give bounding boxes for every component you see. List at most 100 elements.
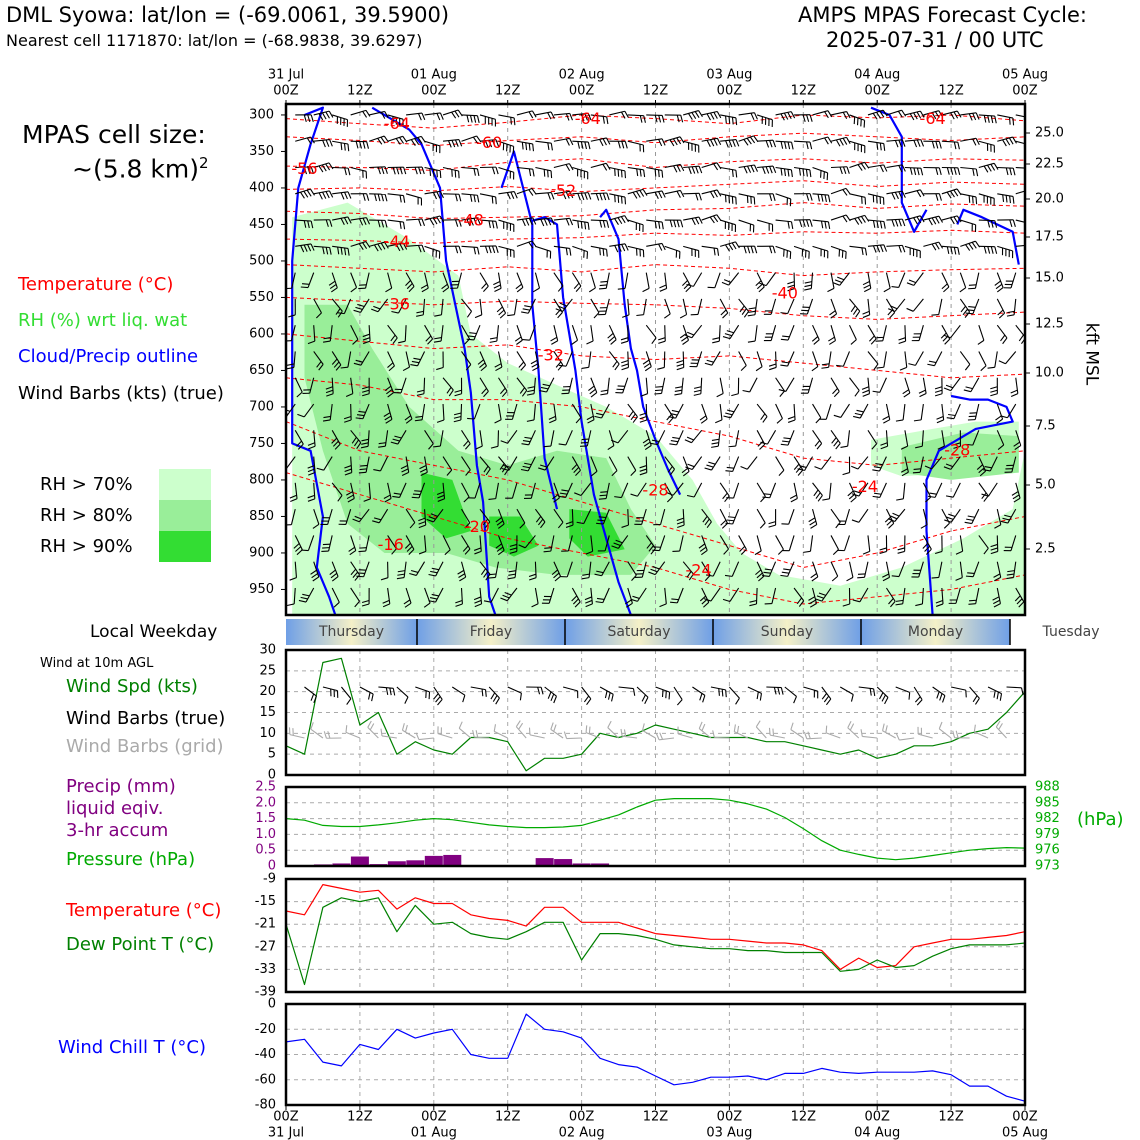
wind-barb <box>488 686 500 699</box>
wind-barb <box>313 508 320 525</box>
wind-barb-flag <box>990 163 996 171</box>
wind-barb <box>553 112 570 116</box>
wind-barb-flag <box>491 196 494 204</box>
wind-barb <box>406 244 423 247</box>
wind-barb-flag <box>1006 573 1015 576</box>
wind-barb <box>787 351 795 367</box>
wind-barb-flag <box>329 284 337 290</box>
wind-barb <box>627 188 644 195</box>
wind-barb <box>768 561 777 577</box>
wind-barb-flag <box>782 440 790 443</box>
wind-barb-flag <box>559 302 568 307</box>
wind-barb-flag <box>810 524 818 529</box>
wind-barb-flag <box>698 110 703 118</box>
wind-barb <box>516 187 533 195</box>
wind-barb-flag <box>701 723 706 731</box>
wind-barb-flag <box>334 443 341 450</box>
pressure-tick-label: 400 <box>249 180 274 195</box>
wind-barb <box>442 166 459 172</box>
wind-barb-flag <box>814 466 822 470</box>
wind-barb-flag <box>876 220 879 229</box>
wind-barb <box>974 731 989 739</box>
wind-barb-flag <box>806 219 810 227</box>
wind-barb-flag <box>561 489 569 492</box>
wind-barb <box>950 686 966 691</box>
wind-barb-flag <box>965 443 973 446</box>
wind-barb-flag <box>366 193 370 201</box>
wind-barb <box>345 731 361 739</box>
wind-barb <box>422 298 426 315</box>
wind-barb <box>934 482 943 498</box>
wind-barb-flag <box>864 248 868 256</box>
wind-barb <box>387 587 391 604</box>
wind-barb-flag <box>358 243 364 251</box>
wind-barb <box>307 535 315 551</box>
wind-barb <box>904 377 911 394</box>
kft-tick-label: 10.0 <box>1035 366 1064 381</box>
legend-precip1: Precip (mm) <box>66 776 176 797</box>
wind-barb <box>286 456 296 470</box>
wind-barb-flag <box>946 417 955 420</box>
wind-barb-flag <box>436 419 445 423</box>
wind-barb-flag <box>325 386 333 390</box>
wind-barb-flag <box>491 220 495 229</box>
wind-barb <box>923 241 939 247</box>
wind-barb-flag <box>769 246 773 254</box>
wind-barb <box>775 403 783 419</box>
wind-barb-flag <box>558 364 567 367</box>
wind-barb-flag <box>706 464 714 468</box>
weekday-name: Thursday <box>318 624 384 640</box>
wind-barb-flag <box>762 496 770 499</box>
wind-barb-flag <box>354 600 360 608</box>
wind-barb-flag <box>481 282 487 290</box>
wind-barb-flag <box>820 194 824 202</box>
wind-barb-flag <box>453 412 462 416</box>
wind-barb-flag <box>297 443 304 450</box>
wind-barb-flag <box>806 193 810 201</box>
wind-barb-flag <box>1007 570 1015 573</box>
wind-barb <box>474 482 481 499</box>
wind-barb-flag <box>467 335 476 338</box>
wind-barb-flag <box>611 470 618 477</box>
wind-barb <box>331 272 338 288</box>
wind-barb-flag <box>681 467 689 474</box>
wind-barb <box>682 298 688 315</box>
wind-barb-flag <box>847 490 854 497</box>
wind-barb-flag <box>787 419 796 423</box>
wind-barb-flag <box>491 167 496 175</box>
wind-barb-flag <box>972 113 977 121</box>
wind-barb-flag <box>720 519 727 526</box>
wind-barb-flag <box>404 696 409 704</box>
wind-barb-flag <box>516 287 524 293</box>
wind-barb-flag <box>613 542 621 547</box>
wind-barb <box>793 482 798 499</box>
wind-barb-flag <box>510 191 515 199</box>
wind-barb-flag <box>710 139 715 147</box>
wind-barb <box>904 351 908 368</box>
wind-barb <box>553 351 564 366</box>
wind-barb <box>738 219 754 226</box>
wind-barb-flag <box>409 572 417 576</box>
wind-barb <box>978 162 995 169</box>
wind-barb-flag <box>297 413 305 418</box>
wind-barb <box>548 587 555 604</box>
wind-barb-flag <box>454 139 459 147</box>
wind-barb-flag <box>611 545 619 549</box>
wind-barb-flag <box>676 699 683 706</box>
wind-barb-flag <box>835 139 841 147</box>
wind-barb-flag <box>611 694 614 702</box>
wind-barb <box>313 482 316 499</box>
wind-barb-flag <box>384 220 388 228</box>
wind-barb-flag <box>895 733 900 741</box>
wind-barb-flag <box>925 548 932 555</box>
wind-barb <box>1015 244 1025 247</box>
wind-barb <box>516 508 526 524</box>
wind-barb <box>1005 351 1017 365</box>
temp-frame <box>284 877 1027 994</box>
wind-barb-flag <box>790 111 796 119</box>
wind-barb-flag <box>725 470 733 472</box>
wind-barb-flag <box>982 469 991 472</box>
wind-barb-flag <box>880 442 888 446</box>
wind-barb <box>367 727 379 739</box>
wind-barb-flag <box>1012 494 1020 500</box>
